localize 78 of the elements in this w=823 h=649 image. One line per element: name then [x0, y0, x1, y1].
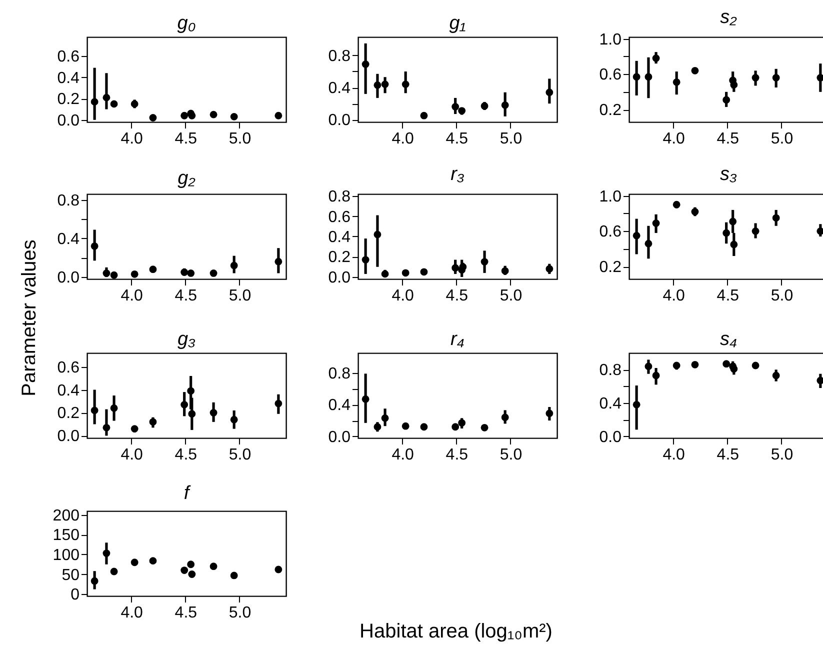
chart-title: g₀ — [177, 13, 196, 34]
x-tick-label: 5.0 — [770, 288, 794, 304]
y-tick-label: 0 — [70, 586, 80, 604]
x-tick-label: 5.0 — [228, 604, 252, 622]
y-tick-label: 1.0 — [599, 31, 622, 48]
x-tick-label: 4.0 — [392, 446, 414, 464]
y-axis-title: Parameter values — [18, 240, 42, 396]
x-tick-label: 4.0 — [662, 446, 686, 464]
x-tick-label: 4.0 — [392, 288, 414, 304]
y-tick-label: 0.8 — [599, 362, 622, 380]
chart-title: g₃ — [177, 329, 196, 350]
y-tick-label: 0.0 — [57, 112, 80, 130]
y-tick-label: 0.4 — [328, 80, 351, 98]
x-tick-label: 4.5 — [446, 130, 468, 148]
y-tick-label: 0.6 — [328, 208, 351, 226]
x-tick-label: 4.0 — [120, 446, 144, 464]
x-tick-label: 4.5 — [446, 288, 468, 304]
chart-title: s₄ — [720, 329, 738, 350]
y-tick-label: 0.0 — [599, 428, 622, 446]
y-tick-label: 0.4 — [328, 397, 351, 414]
x-tick-label: 5.0 — [770, 446, 794, 464]
y-tick-label: 0.4 — [57, 70, 80, 87]
y-tick-label: 0.0 — [328, 112, 351, 130]
x-tick-label: 5.0 — [228, 446, 252, 464]
y-tick-label: 0.8 — [328, 365, 351, 382]
x-tick-label: 5.0 — [500, 130, 522, 148]
x-tick-label: 4.0 — [662, 288, 686, 304]
y-tick-label: 200 — [52, 507, 80, 524]
y-tick-label: 0.0 — [57, 270, 80, 287]
x-tick-label: 4.5 — [716, 446, 740, 464]
x-tick-label: 4.0 — [120, 604, 144, 622]
y-tick-label: 0.2 — [57, 405, 80, 422]
y-tick-label: 0.6 — [57, 359, 80, 376]
y-tick-label: 0.4 — [57, 382, 80, 400]
y-tick-label: 0.0 — [328, 269, 351, 286]
y-tick-label: 0.2 — [328, 249, 351, 266]
x-tick-label: 4.0 — [120, 288, 144, 304]
x-tick-label: 4.5 — [716, 130, 740, 148]
y-tick-label: 0.2 — [599, 259, 622, 276]
y-tick-label: 0.8 — [328, 188, 351, 206]
chart-title: s₂ — [720, 6, 738, 28]
x-tick-label: 4.0 — [120, 130, 144, 148]
x-axis-title: Habitat area (log₁₀m²) — [360, 620, 552, 644]
y-tick-label: 0.2 — [599, 102, 622, 120]
y-tick-label: 0.4 — [599, 396, 622, 412]
chart-title: s₃ — [720, 164, 738, 185]
y-tick-label: 0.2 — [57, 91, 80, 108]
chart-title: g₂ — [178, 168, 196, 189]
y-tick-label: 0.6 — [599, 66, 622, 84]
y-tick-label: 0.4 — [328, 229, 351, 246]
x-tick-label: 4.5 — [174, 288, 198, 304]
x-tick-label: 5.0 — [228, 288, 252, 304]
y-tick-label: 0.4 — [57, 230, 80, 248]
chart-title: r₄ — [450, 329, 464, 350]
y-tick-label: 0.6 — [57, 48, 80, 66]
y-tick-label: 0.8 — [328, 48, 351, 65]
chart-title: g₁ — [449, 13, 466, 34]
chart-title: r₃ — [450, 164, 465, 186]
x-tick-label: 4.5 — [446, 446, 468, 464]
x-tick-label: 4.0 — [662, 130, 686, 148]
y-tick-label: 0.0 — [57, 428, 80, 446]
chart-title: f — [184, 482, 191, 504]
y-tick-label: 0.0 — [328, 428, 351, 446]
x-tick-label: 4.5 — [174, 446, 198, 464]
x-tick-label: 5.0 — [500, 288, 522, 304]
x-tick-label: 5.0 — [500, 446, 522, 464]
y-tick-label: 150 — [52, 527, 80, 544]
y-tick-label: 0.6 — [599, 224, 622, 241]
x-tick-label: 4.0 — [392, 130, 414, 148]
x-tick-label: 5.0 — [770, 130, 794, 148]
x-tick-label: 4.5 — [174, 130, 198, 148]
x-tick-label: 4.5 — [716, 288, 740, 304]
y-tick-label: 1.0 — [599, 188, 622, 206]
y-tick-label: 100 — [52, 546, 80, 564]
x-tick-label: 5.0 — [228, 130, 252, 148]
y-tick-label: 50 — [62, 566, 80, 584]
y-tick-label: 0.8 — [57, 192, 80, 210]
x-tick-label: 4.5 — [174, 604, 198, 622]
